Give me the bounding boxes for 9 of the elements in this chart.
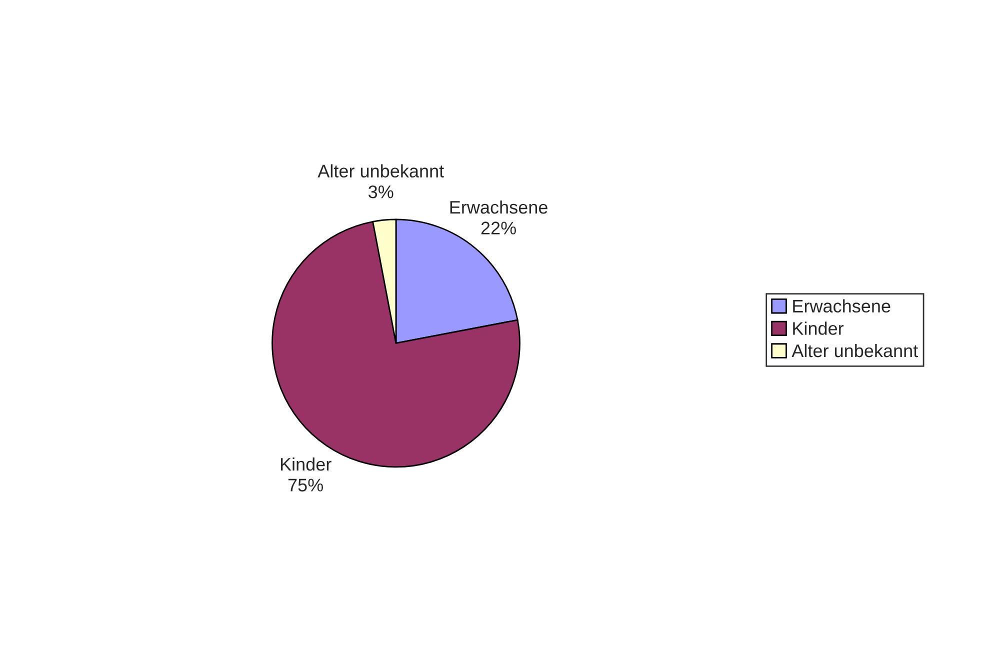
slice-label: Kinder (280, 457, 332, 471)
legend-label: Alter unbekannt (792, 344, 918, 358)
data-label: 75% (288, 478, 323, 492)
data-label: 3% (368, 185, 394, 198)
legend-label: Kinder (793, 322, 844, 335)
legend-label: Erwachsene (793, 299, 890, 313)
slice-label: Erwachsene (450, 200, 548, 214)
data-label: 22% (481, 222, 516, 234)
slice-label: Alter unbekannt (318, 164, 444, 178)
